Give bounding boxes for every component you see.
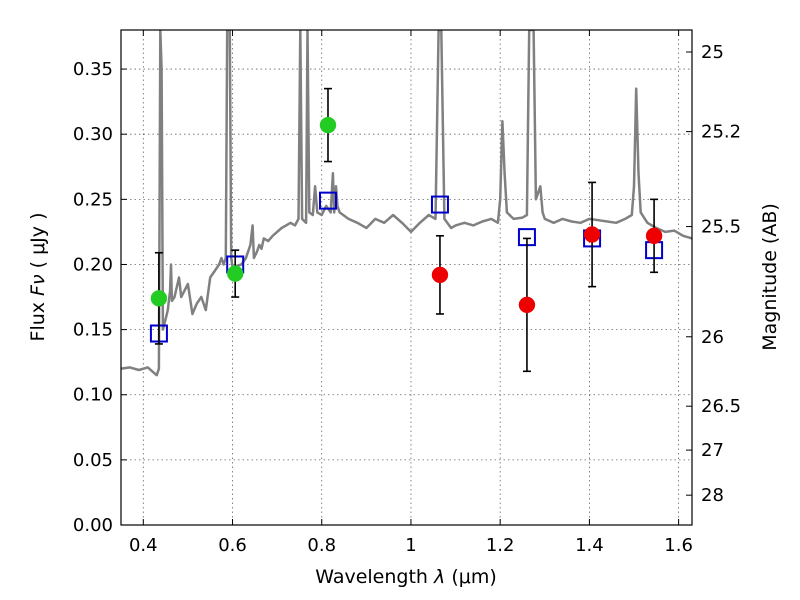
x-tick-label: 1 [405,535,416,556]
right-tick-label: 25.2 [701,122,741,143]
y-tick-label: 0.35 [73,59,113,80]
right-tick-label: 25 [701,42,724,63]
y-tick-label: 0.15 [73,320,113,341]
y-tick-label: 0.00 [73,515,113,536]
plot-frame [120,29,693,526]
green_photometry-point [226,265,244,282]
red_photometry-point [518,296,536,314]
x-tick-label: 1.4 [575,535,604,556]
x-tick-label: 0.6 [218,535,247,556]
y-tick-label: 0.20 [73,254,113,275]
x-tick-label: 1.6 [664,535,693,556]
green_photometry-point [150,290,168,307]
right-y-axis-label: Magnitude (AB) [759,203,781,351]
axis-ticks: 0.4 0.6 0.8 1 1.2 1.4 1.6 0.00 0.05 0.10 0.15 0.20 0… [73,30,741,556]
x-tick-label: 0.8 [307,535,336,556]
x-tick-label: 1.2 [486,535,515,556]
y-tick-label: 0.10 [73,385,113,406]
right-tick-label: 26 [701,327,724,348]
plot-area [121,30,692,525]
green_photometry-point [319,116,337,134]
right-tick-label: 25.5 [701,217,741,238]
y-tick-label: 0.25 [73,189,113,210]
model-point [430,195,449,214]
right-tick-label: 27 [701,440,724,461]
red_photometry-point [583,226,601,243]
right-tick-label: 28 [701,485,724,506]
y-tick-label: 0.30 [73,124,113,145]
y-axis-label: Flux Fν ( μJy ) [27,213,49,342]
red_photometry-point [645,227,663,245]
plot-content [121,30,692,377]
red_photometry-point [431,266,449,284]
x-tick-label: 0.4 [129,535,158,556]
right-tick-label: 26.5 [701,396,741,417]
y-tick-label: 0.05 [73,450,113,471]
model-point [318,191,337,210]
x-axis-label: Wavelength λ (μm) [315,566,496,588]
